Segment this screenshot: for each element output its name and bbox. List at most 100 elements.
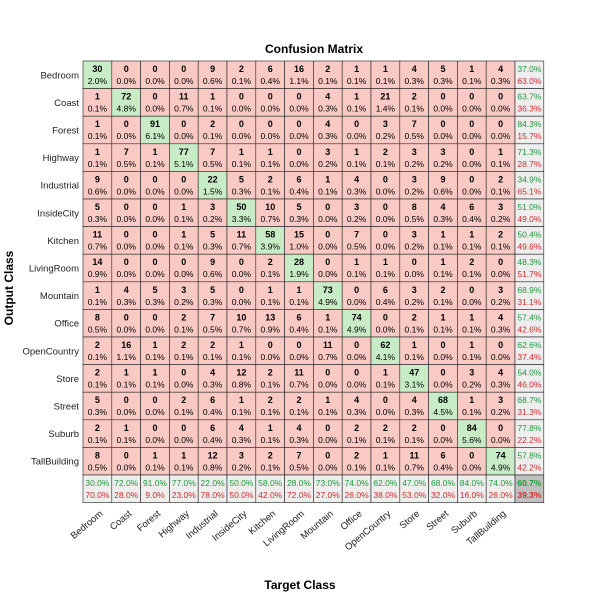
matrix-cell-bg xyxy=(457,253,487,283)
matrix-cell: 74 4.9% xyxy=(485,447,516,476)
col-correct-percent: 22.0% xyxy=(201,478,226,488)
matrix-cell: 11 0.7% xyxy=(82,226,113,255)
cell-count: 50 xyxy=(236,202,246,212)
matrix-cell: 4 0.3% xyxy=(399,60,429,89)
row-error-percent: 51.7% xyxy=(517,269,542,279)
row-summary-cell: 50.4% 49.6% xyxy=(514,226,545,255)
matrix-cell: 7 0.5% xyxy=(341,226,372,255)
matrix-cell: 0 0.0% xyxy=(313,364,343,393)
cell-percent: 0.0% xyxy=(174,380,194,390)
matrix-cell-bg xyxy=(255,309,285,338)
col-summary-cell: 77.0% 23.0% xyxy=(169,474,199,503)
cell-count: 1 xyxy=(469,64,474,74)
cell-percent: 0.0% xyxy=(145,186,165,196)
matrix-cell: 5 0.3% xyxy=(197,281,228,310)
matrix-cell: 0 0.0% xyxy=(284,143,314,172)
matrix-cell-bg xyxy=(485,198,516,227)
matrix-cell: 0 0.0% xyxy=(111,115,141,145)
cell-count: 47 xyxy=(409,368,419,378)
matrix-cell: 3 0.2% xyxy=(169,281,199,310)
row-correct-percent: 62.6% xyxy=(517,340,542,350)
cell-percent: 0.2% xyxy=(405,159,425,169)
cell-count: 1 xyxy=(124,423,129,433)
matrix-cell: 0 0.0% xyxy=(140,198,170,227)
matrix-cell: 0 0.0% xyxy=(169,115,199,145)
cell-count: 28 xyxy=(294,257,304,267)
matrix-cell: 0 0.0% xyxy=(428,336,458,365)
matrix-cell: 2 0.1% xyxy=(399,309,429,338)
matrix-cell-bg xyxy=(399,253,429,283)
matrix-cell-bg xyxy=(313,226,343,255)
col-error-percent: 26.0% xyxy=(489,490,514,500)
cell-percent: 0.1% xyxy=(174,352,194,362)
matrix-cell-bg xyxy=(197,391,228,421)
cell-percent: 1.9% xyxy=(289,269,309,279)
cell-count: 0 xyxy=(152,312,157,322)
col-summary-cell-bg xyxy=(284,474,314,503)
cell-count: 2 xyxy=(268,450,273,460)
matrix-cell: 1 0.1% xyxy=(226,391,257,421)
cell-percent: 1.4% xyxy=(376,104,396,114)
cell-count: 2 xyxy=(383,147,388,157)
cell-percent: 0.0% xyxy=(347,131,367,141)
row-error-percent: 49.6% xyxy=(517,242,542,252)
matrix-cell-bg xyxy=(428,171,458,200)
cell-count: 7 xyxy=(412,119,417,129)
matrix-cell-bg xyxy=(111,391,141,421)
cell-percent: 4.8% xyxy=(117,104,137,114)
cell-percent: 0.1% xyxy=(318,186,338,196)
cell-count: 62 xyxy=(380,340,390,350)
matrix-cell: 1 0.1% xyxy=(370,447,401,476)
matrix-cell-bg xyxy=(370,253,401,283)
cell-count: 1 xyxy=(239,340,244,350)
row-error-percent: 36.3% xyxy=(517,104,542,114)
y-tick-label: Coast xyxy=(54,98,79,109)
cell-count: 4 xyxy=(354,395,359,405)
cell-percent: 0.1% xyxy=(261,462,281,472)
matrix-cell-bg xyxy=(111,198,141,227)
row-summary-cell: 37.0% 63.0% xyxy=(514,60,545,89)
row-error-percent: 15.7% xyxy=(517,131,542,141)
cell-percent: 0.0% xyxy=(433,380,453,390)
cell-count: 0 xyxy=(325,450,330,460)
cell-percent: 0.1% xyxy=(347,76,367,86)
cell-count: 2 xyxy=(498,230,503,240)
row-correct-percent: 71.3% xyxy=(517,147,542,157)
col-summary-cell: 73.0% 27.0% xyxy=(313,474,343,503)
y-tick-label: Forest xyxy=(52,126,79,137)
matrix-cell-bg xyxy=(226,226,257,255)
cell-percent: 4.5% xyxy=(433,407,453,417)
cell-percent: 0.5% xyxy=(88,324,108,334)
col-summary-cell: 74.0% 26.0% xyxy=(485,474,516,503)
matrix-cell: 0 0.0% xyxy=(485,115,516,145)
matrix-cell-bg xyxy=(399,60,429,89)
cell-count: 4 xyxy=(498,312,503,322)
cell-count: 0 xyxy=(152,423,157,433)
matrix-cell-bg xyxy=(457,60,487,89)
matrix-cell: 0 0.0% xyxy=(428,88,458,117)
cell-count: 1 xyxy=(268,147,273,157)
matrix-cell: 13 0.9% xyxy=(255,309,285,338)
cell-count: 0 xyxy=(152,64,157,74)
cell-count: 0 xyxy=(325,423,330,433)
cell-count: 1 xyxy=(325,395,330,405)
matrix-cell: 0 0.0% xyxy=(457,88,487,117)
matrix-cell: 0 0.0% xyxy=(313,226,343,255)
matrix-cell: 1 0.1% xyxy=(457,226,487,255)
cell-count: 2 xyxy=(268,395,273,405)
matrix-cell: 0 0.0% xyxy=(457,171,487,200)
cell-percent: 0.1% xyxy=(174,242,194,252)
cell-count: 5 xyxy=(95,395,100,405)
col-summary-cell: 72.0% 28.0% xyxy=(111,474,141,503)
matrix-cell-bg xyxy=(226,364,257,393)
matrix-cell-bg xyxy=(111,226,141,255)
matrix-cell-bg xyxy=(82,391,113,421)
cell-percent: 0.0% xyxy=(174,76,194,86)
cell-count: 2 xyxy=(325,64,330,74)
matrix-cell-bg xyxy=(111,336,141,365)
cell-percent: 0.0% xyxy=(261,104,281,114)
cell-percent: 0.0% xyxy=(347,297,367,307)
matrix-cell: 0 0.0% xyxy=(399,253,429,283)
cell-count: 6 xyxy=(383,285,388,295)
cell-percent: 1.5% xyxy=(203,186,223,196)
